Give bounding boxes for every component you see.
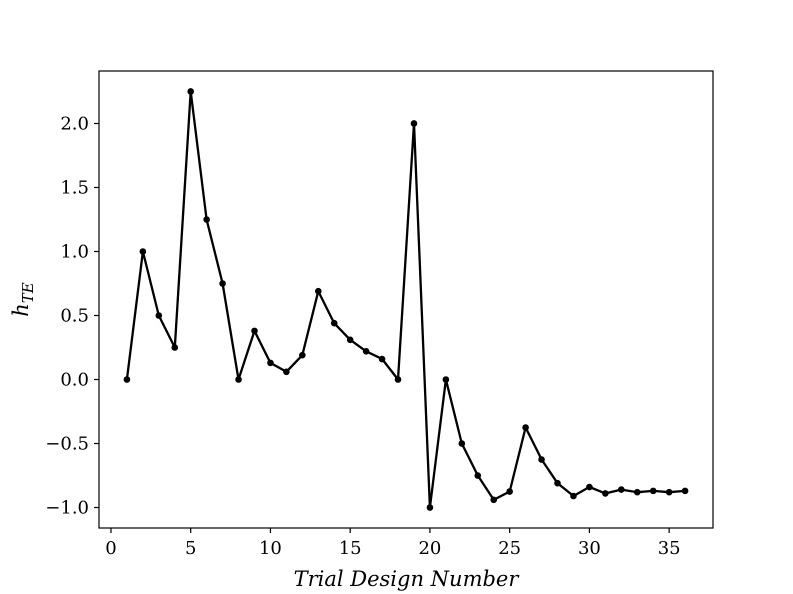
x-axis-ticks: 0 5 10 15 20 25 30 35 — [105, 528, 681, 559]
data-point — [235, 376, 242, 383]
x-tick-label: 0 — [105, 538, 116, 559]
data-point — [681, 487, 689, 495]
data-point — [474, 472, 482, 479]
data-point — [330, 319, 338, 327]
series-group — [123, 88, 689, 511]
data-point — [155, 312, 163, 319]
x-tick-label: 5 — [185, 538, 196, 559]
data-point — [458, 440, 466, 447]
x-tick-label: 35 — [658, 538, 681, 559]
data-point — [617, 486, 625, 493]
x-axis-label: Trial Design Number — [294, 567, 521, 591]
data-point — [602, 490, 609, 497]
data-point — [267, 359, 274, 367]
y-tick-label: −0.5 — [45, 434, 89, 455]
data-point — [410, 120, 418, 127]
y-tick-label: 1.5 — [60, 177, 89, 198]
data-point — [522, 424, 529, 431]
data-point — [570, 492, 577, 500]
y-tick-label: 2.0 — [60, 113, 89, 134]
data-point — [490, 496, 498, 504]
data-point — [649, 487, 657, 495]
data-point — [203, 216, 210, 223]
data-point — [426, 504, 434, 511]
data-point — [362, 348, 370, 355]
y-axis-label-subscript: TE — [19, 282, 37, 303]
data-point — [171, 344, 179, 351]
data-point — [219, 280, 226, 287]
x-tick-label: 20 — [418, 538, 441, 559]
y-tick-label: −1.0 — [45, 498, 89, 519]
data-point — [442, 376, 450, 383]
data-point — [554, 479, 561, 487]
y-tick-label: 1.0 — [60, 241, 89, 262]
x-tick-label: 15 — [339, 538, 362, 559]
data-point — [314, 287, 322, 295]
y-axis-ticks: −1.0 −0.5 0.0 0.5 1.0 1.5 2.0 — [45, 113, 99, 519]
data-point — [394, 376, 402, 383]
x-tick-label: 30 — [578, 538, 601, 559]
data-point — [506, 488, 513, 495]
plot-frame — [98, 70, 714, 529]
x-tick-label: 25 — [498, 538, 521, 559]
y-axis-label: hTE — [9, 282, 37, 317]
data-point — [139, 248, 147, 255]
x-tick-label: 10 — [259, 538, 282, 559]
data-point — [538, 456, 545, 463]
series-line — [125, 90, 686, 509]
data-point — [346, 336, 354, 344]
data-point — [586, 483, 593, 491]
y-axis-label-main: h — [9, 303, 33, 317]
data-point — [251, 327, 258, 335]
data-point — [299, 351, 306, 359]
y-tick-label: 0.0 — [60, 370, 89, 391]
data-point — [665, 488, 673, 496]
data-point — [283, 368, 290, 376]
data-point — [633, 488, 641, 496]
data-point — [123, 376, 131, 383]
data-point — [187, 88, 195, 95]
data-point — [378, 355, 386, 363]
y-tick-label: 0.5 — [60, 306, 89, 327]
